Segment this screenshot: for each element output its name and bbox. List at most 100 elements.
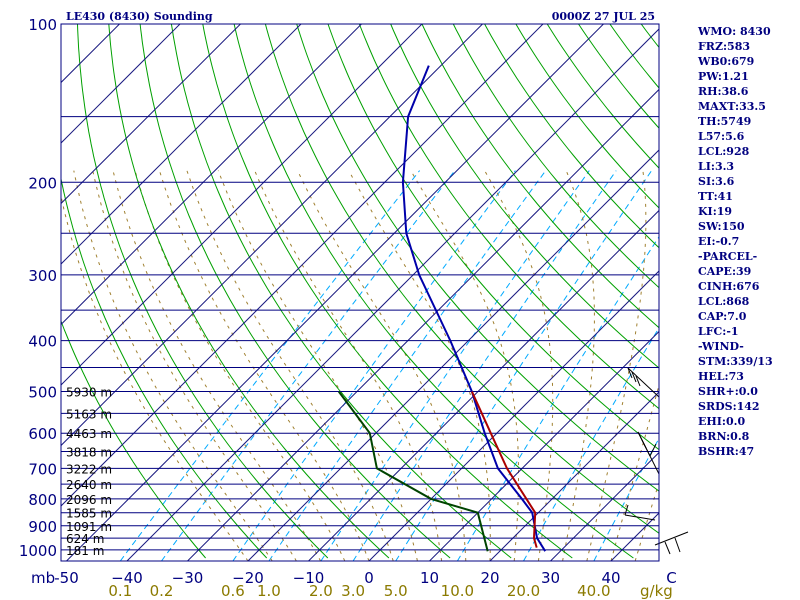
- dry-adiabat: [202, 24, 573, 559]
- pressure-tick-label: 600: [28, 425, 57, 443]
- isotherm-line: [61, 24, 483, 447]
- moist-adiabat: [410, 170, 519, 561]
- mixing-ratio-tick-label: 0.2: [150, 582, 174, 600]
- mixing-ratio-line: [456, 235, 659, 561]
- mixing-ratio-axis-labels: 0.1 0.2 0.6 1.0 2.0 3.0 5.0 10.0 20.0 40.0: [108, 582, 610, 600]
- pressure-tick-label: 1000: [19, 542, 57, 560]
- height-label: 3818 m: [66, 445, 112, 459]
- mixing-ratio-tick-label: 0.6: [221, 582, 245, 600]
- side-panel-item: HEL:73: [698, 370, 744, 383]
- side-panel-item: -WIND-: [698, 340, 744, 353]
- side-panel-item: FRZ:583: [698, 40, 751, 53]
- mixing-ratio-tick-label: 40.0: [577, 582, 610, 600]
- height-label: 1585 m: [66, 507, 112, 521]
- temperature-tick-label: −30: [172, 569, 204, 587]
- temperature-tick-label: C: [666, 569, 676, 587]
- temperature-tick-label: −10: [293, 569, 325, 587]
- mixing-ratio-line: [161, 170, 456, 561]
- pressure-tick-label: 400: [28, 333, 57, 351]
- side-panel-item: BSHR:47: [698, 445, 755, 458]
- dry-adiabat: [421, 24, 659, 329]
- temperature-tick-label: −40: [111, 569, 143, 587]
- pressure-tick-label: 300: [28, 267, 57, 285]
- wind-barb: [624, 504, 656, 521]
- isotherm-line: [61, 24, 181, 144]
- height-label: 181 m: [66, 544, 104, 558]
- side-panel-item: PW:1.21: [698, 70, 749, 83]
- dewpoint-profile: [337, 391, 489, 552]
- mixing-ratio-line: [268, 170, 547, 561]
- mixing-ratio-tick-label: 10.0: [441, 582, 474, 600]
- dry-adiabat: [233, 24, 634, 559]
- side-panel-item: TH:5749: [698, 115, 752, 128]
- sounding-indices-panel: WMO: 8430 FRZ:583 WB0:679 PW:1.21 RH:38.6 MAX…: [698, 24, 773, 459]
- wind-barbs: [624, 367, 689, 555]
- pressure-axis-unit: mb: [31, 569, 55, 587]
- isotherm-line: [368, 270, 659, 561]
- dry-adiabats: [61, 24, 659, 559]
- isotherm-line: [489, 391, 659, 561]
- side-panel-item: WB0:679: [698, 55, 755, 68]
- side-panel-item: RH:38.6: [698, 85, 749, 98]
- side-panel-item: LFC:-1: [698, 325, 739, 338]
- mixing-ratio-lines: [119, 170, 659, 561]
- mixing-ratio-tick-label: 5.0: [384, 582, 408, 600]
- dry-adiabat: [264, 24, 659, 534]
- temperature-tick-label: 20: [480, 569, 499, 587]
- mixing-ratio-line: [119, 170, 420, 561]
- parcel-profile: [470, 391, 538, 548]
- side-panel-item: SW:150: [698, 220, 745, 233]
- dry-adiabat: [390, 24, 659, 369]
- side-panel-item: BRN:0.8: [698, 430, 750, 443]
- height-label: 2640 m: [66, 478, 112, 492]
- dry-adiabat: [108, 24, 390, 559]
- isotherm-line: [61, 24, 362, 326]
- dry-adiabat: [61, 319, 206, 559]
- mixing-ratio-line: [232, 170, 516, 561]
- height-label: 624 m: [66, 532, 104, 546]
- sounding-profiles: [337, 65, 547, 552]
- dry-adiabat: [484, 24, 659, 249]
- pressure-tick-label: 900: [28, 518, 57, 536]
- isotherm-line: [61, 24, 423, 386]
- temperature-axis-labels: -50 −40 −30 −20 −10 0 10 20 30 40 C: [54, 569, 676, 587]
- moist-adiabat: [159, 170, 370, 561]
- mixing-ratio-line: [320, 170, 590, 561]
- valid-time: 0000Z 27 JUL 25: [552, 10, 655, 23]
- mixing-ratio-tick-label: 3.0: [341, 582, 365, 600]
- pressure-axis-labels: 100 200 300 400 500 600 700 800 900 1000: [19, 16, 57, 560]
- isobars: [61, 24, 659, 561]
- side-panel-item: SI:3.6: [698, 175, 735, 188]
- isotherm-line: [550, 451, 659, 561]
- background-grid: [61, 24, 659, 561]
- mixing-ratio-tick-label: 0.1: [108, 582, 132, 600]
- side-panel-item: LI:3.3: [698, 160, 735, 173]
- side-panel-item: STM:339/13: [698, 355, 773, 368]
- mixing-ratio-line: [395, 170, 653, 561]
- moist-adiabat: [73, 170, 273, 561]
- dry-adiabat: [452, 24, 659, 289]
- plot-frame: [60, 23, 660, 562]
- mixing-ratio-tick-label: 1.0: [257, 582, 281, 600]
- moist-adiabat: [348, 170, 491, 561]
- side-panel-item: EHI:0.0: [698, 415, 746, 428]
- dry-adiabat: [327, 24, 659, 451]
- isotherm-line: [308, 209, 659, 561]
- height-label: 4463 m: [66, 427, 112, 441]
- pressure-tick-label: 800: [28, 491, 57, 509]
- mixing-ratio-tick-label: 2.0: [309, 582, 333, 600]
- isotherm-line: [126, 28, 659, 561]
- temperature-tick-label: 40: [601, 569, 620, 587]
- moist-adiabat: [61, 193, 249, 561]
- mixing-ratio-tick-label: 20.0: [507, 582, 540, 600]
- isotherm-line: [61, 24, 302, 265]
- height-label: 1091 m: [66, 520, 112, 534]
- dry-adiabat: [358, 24, 659, 410]
- temperature-tick-label: -50: [54, 569, 79, 587]
- height-label: 5930 m: [66, 386, 112, 400]
- side-panel-item: CAPE:39: [698, 265, 752, 278]
- moist-adiabat: [92, 170, 297, 561]
- dry-adiabat: [170, 24, 512, 559]
- isotherm-line: [61, 24, 544, 507]
